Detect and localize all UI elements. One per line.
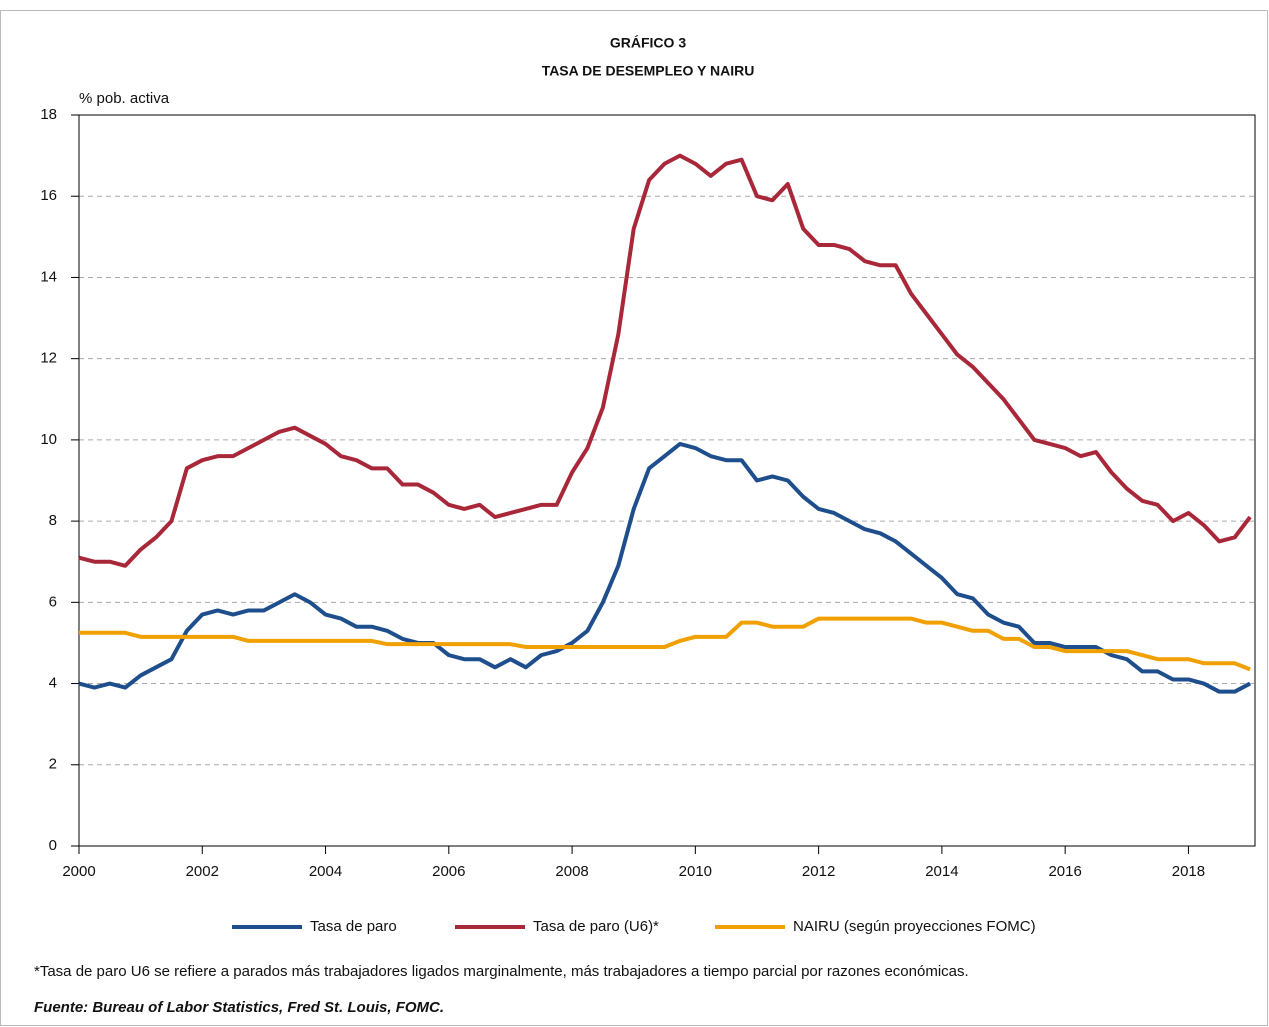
y-tick-label: 18 <box>40 106 57 123</box>
y-tick-label: 14 <box>40 268 57 285</box>
plot-area <box>78 114 1256 847</box>
note: *Tasa de paro U6 se refiere a parados má… <box>34 963 969 980</box>
legend-label: Tasa de paro (U6)* <box>533 918 659 935</box>
y-tick-label: 4 <box>49 675 57 692</box>
source: Fuente: Bureau of Labor Statistics, Fred… <box>34 999 444 1016</box>
x-tick-label: 2014 <box>925 863 958 880</box>
x-tick-label: 2000 <box>62 863 95 880</box>
y-tick-label: 8 <box>49 512 57 529</box>
x-tick-label: 2006 <box>432 863 465 880</box>
frame <box>0 10 1268 1026</box>
y-tick-label: 10 <box>40 431 57 448</box>
x-tick-label: 2012 <box>802 863 835 880</box>
series-line <box>79 616 1251 672</box>
x-tick-label: 2004 <box>309 863 342 880</box>
y-tick-label: 12 <box>40 350 57 367</box>
x-tick-label: 2016 <box>1048 863 1081 880</box>
x-tick-label: 2010 <box>679 863 712 880</box>
series-line <box>78 441 1252 694</box>
y-axis-label: % pob. activa <box>79 90 170 107</box>
y-tick-label: 2 <box>49 756 57 773</box>
chart-title: GRÁFICO 3 <box>610 35 686 51</box>
x-tick-label: 2008 <box>555 863 588 880</box>
series-line <box>78 153 1252 568</box>
x-tick-label: 2018 <box>1172 863 1205 880</box>
chart-subtitle: TASA DE DESEMPLEO Y NAIRU <box>542 63 755 79</box>
x-tick-label: 2002 <box>186 863 219 880</box>
y-tick-label: 0 <box>49 837 57 854</box>
y-tick-label: 16 <box>40 187 57 204</box>
legend-label: NAIRU (según proyecciones FOMC) <box>793 918 1036 935</box>
legend-label: Tasa de paro <box>310 918 397 935</box>
y-tick-label: 6 <box>49 593 57 610</box>
